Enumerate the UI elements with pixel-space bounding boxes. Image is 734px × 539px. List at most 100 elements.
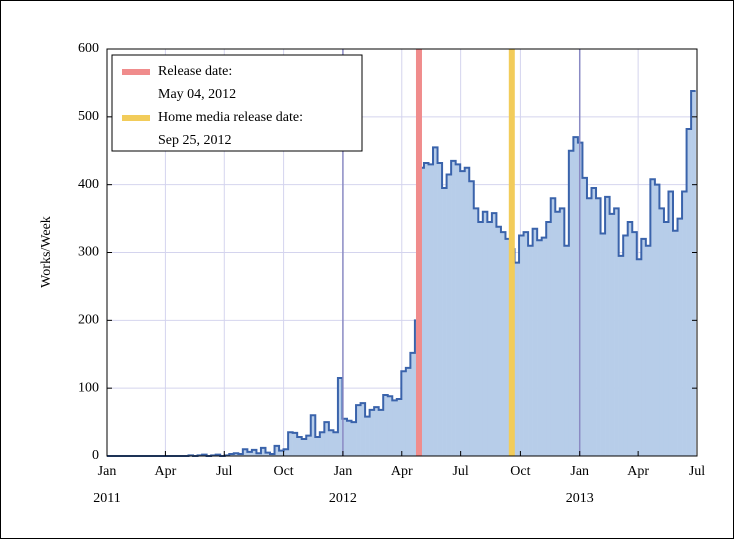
bar [270,453,275,456]
bar [469,181,475,456]
bar [301,439,307,456]
x-tick-label: Jul [689,464,705,479]
x-tick-label: Oct [510,464,530,479]
bar [396,399,402,456]
bar [546,221,552,456]
bar [401,371,407,456]
bar [374,407,379,456]
bar [256,453,262,456]
x-tick-label: Apr [627,464,649,479]
bar [297,437,303,456]
bar [496,226,502,456]
bar [605,196,610,457]
bar [478,221,484,456]
bar [324,422,330,456]
bar [582,177,588,456]
bar [292,432,298,456]
bar [645,245,651,456]
bar [691,91,696,456]
bar [460,171,466,456]
bar [328,430,334,456]
bar [614,208,619,456]
bar [446,174,452,456]
y-tick-label: 0 [92,448,99,463]
year-label: 2012 [329,491,357,506]
bar [437,162,443,456]
bar [315,437,321,456]
legend-label: Release date: [158,64,232,79]
bar [274,445,280,456]
bar [673,230,678,456]
x-tick-label: Apr [391,464,413,479]
y-tick-label: 200 [78,313,99,328]
bar [641,238,647,456]
bar [410,352,416,456]
bar [573,137,579,456]
bar [306,435,312,456]
bar [319,432,325,456]
bar [288,432,293,456]
y-tick-label: 300 [78,245,99,260]
bar [491,213,497,456]
bar [523,232,529,456]
bar [346,420,352,456]
bar [433,147,438,456]
bar [283,449,289,456]
bar [559,208,565,456]
x-tick-label: Jan [334,464,353,479]
bar [537,240,542,456]
bar [668,191,674,456]
legend-label: Sep 25, 2012 [158,133,232,148]
bar [632,232,638,456]
bar [405,367,411,456]
bar [514,262,520,456]
bar [369,409,375,456]
legend-label: May 04, 2012 [158,87,236,102]
bar [500,232,506,456]
year-label: 2011 [93,491,120,506]
bar [423,162,429,456]
x-tick-label: Jul [452,464,468,479]
bar [360,403,366,456]
bar [310,415,316,456]
bar [528,245,533,456]
y-tick-label: 400 [78,177,99,192]
y-tick-label: 600 [78,41,99,56]
bar [473,208,479,456]
bar [351,422,357,456]
bar [238,453,244,456]
bar [378,409,384,456]
legend-box [111,54,363,152]
bar [596,198,601,456]
bar [627,221,633,456]
x-tick-label: Jan [98,464,117,479]
bar [541,237,547,456]
bar [663,221,669,456]
bar [229,453,235,456]
legend-label: Home media release date: [158,110,303,125]
bar [618,255,624,456]
y-axis-label: Works/Week [39,216,54,288]
bar [383,394,389,456]
bar [586,198,592,456]
year-label: 2013 [566,491,594,506]
bar [600,233,606,456]
bar [487,221,493,456]
bar [392,400,398,456]
bar [682,191,687,456]
bar [251,449,257,456]
bar [387,396,393,456]
bar [654,184,660,456]
bar [333,432,339,456]
bar [365,416,370,456]
bar [519,235,524,456]
bar [451,160,456,457]
bar [337,377,343,456]
bar [265,452,271,456]
y-tick-label: 500 [78,109,99,124]
bar [532,228,538,456]
bar [233,453,239,456]
x-tick-label: Jul [216,464,232,479]
bar [356,405,361,456]
